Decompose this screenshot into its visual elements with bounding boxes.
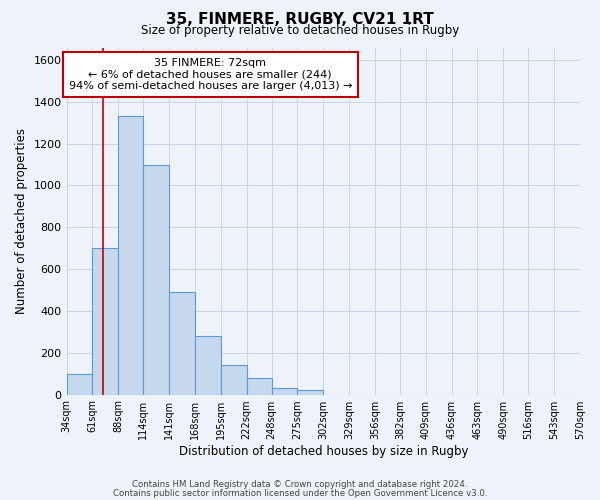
Bar	[272, 388, 298, 394]
Bar	[143, 164, 169, 394]
Text: 35 FINMERE: 72sqm
← 6% of detached houses are smaller (244)
94% of semi-detached: 35 FINMERE: 72sqm ← 6% of detached house…	[68, 58, 352, 91]
Y-axis label: Number of detached properties: Number of detached properties	[15, 128, 28, 314]
Bar	[118, 116, 143, 394]
Text: Size of property relative to detached houses in Rugby: Size of property relative to detached ho…	[141, 24, 459, 37]
Bar	[221, 366, 247, 394]
Bar	[67, 374, 92, 394]
Bar	[298, 390, 323, 394]
Bar	[169, 292, 195, 394]
Text: Contains public sector information licensed under the Open Government Licence v3: Contains public sector information licen…	[113, 488, 487, 498]
Text: Contains HM Land Registry data © Crown copyright and database right 2024.: Contains HM Land Registry data © Crown c…	[132, 480, 468, 489]
Bar	[92, 248, 118, 394]
Text: 35, FINMERE, RUGBY, CV21 1RT: 35, FINMERE, RUGBY, CV21 1RT	[166, 12, 434, 28]
Bar	[195, 336, 221, 394]
Bar	[247, 378, 272, 394]
X-axis label: Distribution of detached houses by size in Rugby: Distribution of detached houses by size …	[179, 444, 468, 458]
